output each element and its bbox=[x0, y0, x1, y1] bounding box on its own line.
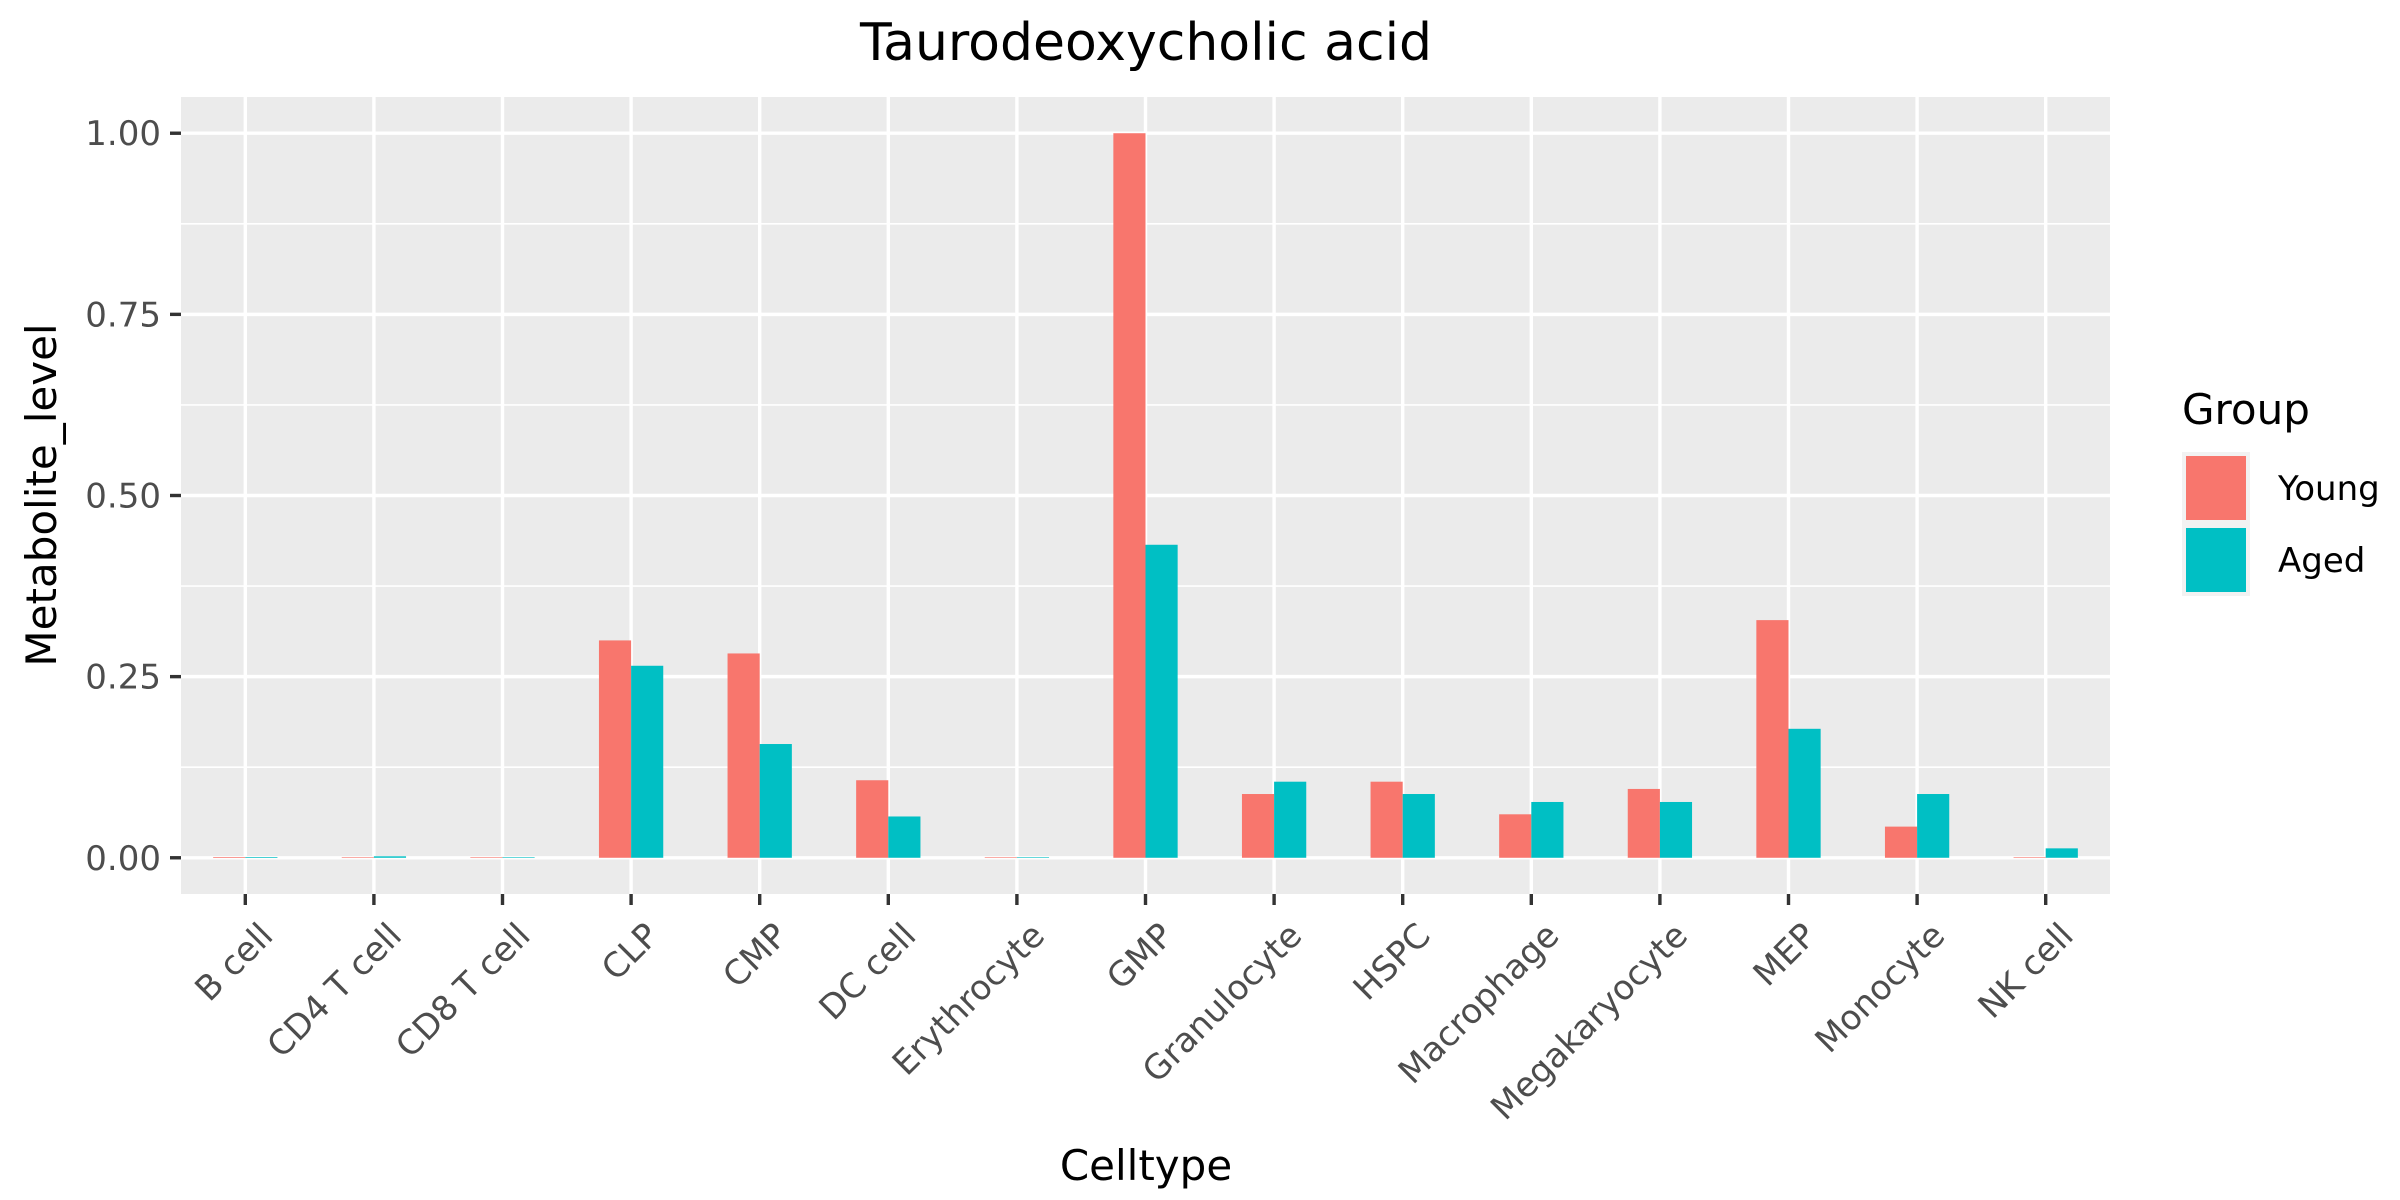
legend-key-young bbox=[2186, 456, 2246, 520]
y-axis-title: Metabolite_level bbox=[17, 323, 66, 666]
bar-young-megakaryocyte bbox=[1627, 788, 1660, 858]
x-axis-title: Celltype bbox=[1060, 1141, 1232, 1190]
y-tick-label: 1.00 bbox=[85, 114, 161, 154]
bar-young-erythrocyte bbox=[984, 857, 1017, 858]
bar-young-granulocyte bbox=[1241, 794, 1275, 858]
bars bbox=[213, 133, 2078, 858]
bar-young-cd8-t-cell bbox=[470, 857, 503, 858]
bar-young-clp bbox=[598, 640, 632, 858]
y-tick-label: 0.75 bbox=[85, 295, 161, 335]
chart-title: Taurodeoxycholic acid bbox=[859, 13, 1432, 73]
bar-young-cmp bbox=[727, 653, 760, 858]
bar-aged-cd8-t-cell bbox=[502, 857, 535, 858]
bar-aged-erythrocyte bbox=[1016, 857, 1050, 858]
bar-aged-macrophage bbox=[1531, 801, 1564, 858]
bar-aged-megakaryocyte bbox=[1659, 801, 1693, 858]
bar-aged-monocyte bbox=[1917, 794, 1950, 858]
bar-aged-nk-cell bbox=[2045, 848, 2078, 858]
bar-aged-b-cell bbox=[245, 857, 278, 858]
y-tick-label: 0.00 bbox=[85, 839, 161, 879]
legend-label-young: Young bbox=[2277, 469, 2380, 509]
bar-young-nk-cell bbox=[2013, 857, 2046, 858]
bar-young-mep bbox=[1756, 620, 1789, 858]
legend-key-aged bbox=[2186, 528, 2246, 592]
legend-title: Group bbox=[2182, 385, 2310, 434]
bar-aged-dc-cell bbox=[888, 816, 921, 858]
bar-young-cd4-t-cell bbox=[341, 857, 374, 858]
bar-young-b-cell bbox=[213, 857, 246, 858]
bar-aged-cmp bbox=[759, 744, 792, 858]
bar-aged-gmp bbox=[1145, 544, 1178, 858]
legend-label-aged: Aged bbox=[2278, 541, 2365, 581]
bar-aged-mep bbox=[1788, 728, 1821, 858]
bar-aged-granulocyte bbox=[1274, 781, 1307, 858]
bar-aged-clp bbox=[631, 665, 664, 858]
bar-young-hspc bbox=[1370, 781, 1403, 858]
bar-young-macrophage bbox=[1499, 814, 1532, 858]
y-tick-label: 0.25 bbox=[85, 658, 161, 698]
bar-young-dc-cell bbox=[856, 780, 889, 858]
bar-young-monocyte bbox=[1884, 826, 1918, 858]
y-tick-label: 0.50 bbox=[85, 477, 161, 517]
y-axis: 0.00 0.25 0.50 0.75 1.00 bbox=[85, 114, 181, 879]
bar-aged-hspc bbox=[1402, 794, 1435, 858]
legend: Group Young Aged bbox=[2182, 385, 2380, 596]
bar-aged-cd4-t-cell bbox=[373, 856, 407, 858]
bar-young-gmp bbox=[1113, 133, 1146, 858]
